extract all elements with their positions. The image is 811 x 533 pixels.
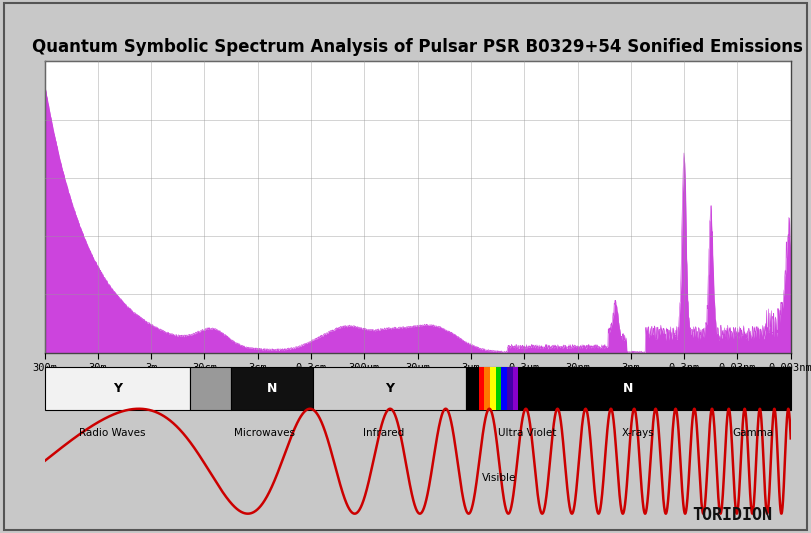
Bar — [313, 367, 466, 410]
Text: Gamma: Gamma — [733, 428, 774, 438]
Text: Y: Y — [385, 382, 394, 395]
Text: Infrared: Infrared — [363, 428, 405, 438]
Bar — [490, 367, 496, 410]
Text: Ultra Violet: Ultra Violet — [498, 428, 556, 438]
Title: Quantum Symbolic Spectrum Analysis of Pulsar PSR B0329+54 Sonified Emissions: Quantum Symbolic Spectrum Analysis of Pu… — [32, 37, 803, 55]
Bar — [45, 367, 190, 410]
Bar — [484, 367, 490, 410]
Bar — [190, 367, 231, 410]
Text: N: N — [267, 382, 277, 395]
Text: Radio Waves: Radio Waves — [79, 428, 145, 438]
Bar — [466, 367, 791, 410]
Bar — [507, 367, 513, 410]
Bar — [231, 367, 313, 410]
Text: Visible: Visible — [482, 473, 516, 483]
Text: Microwaves: Microwaves — [234, 428, 295, 438]
Text: TORIDION: TORIDION — [692, 506, 772, 524]
Text: X-rays: X-rays — [621, 428, 654, 438]
Bar — [513, 367, 518, 410]
Bar — [496, 367, 501, 410]
Bar — [501, 367, 507, 410]
Text: N: N — [624, 382, 633, 395]
Text: Y: Y — [113, 382, 122, 395]
Bar — [478, 367, 484, 410]
